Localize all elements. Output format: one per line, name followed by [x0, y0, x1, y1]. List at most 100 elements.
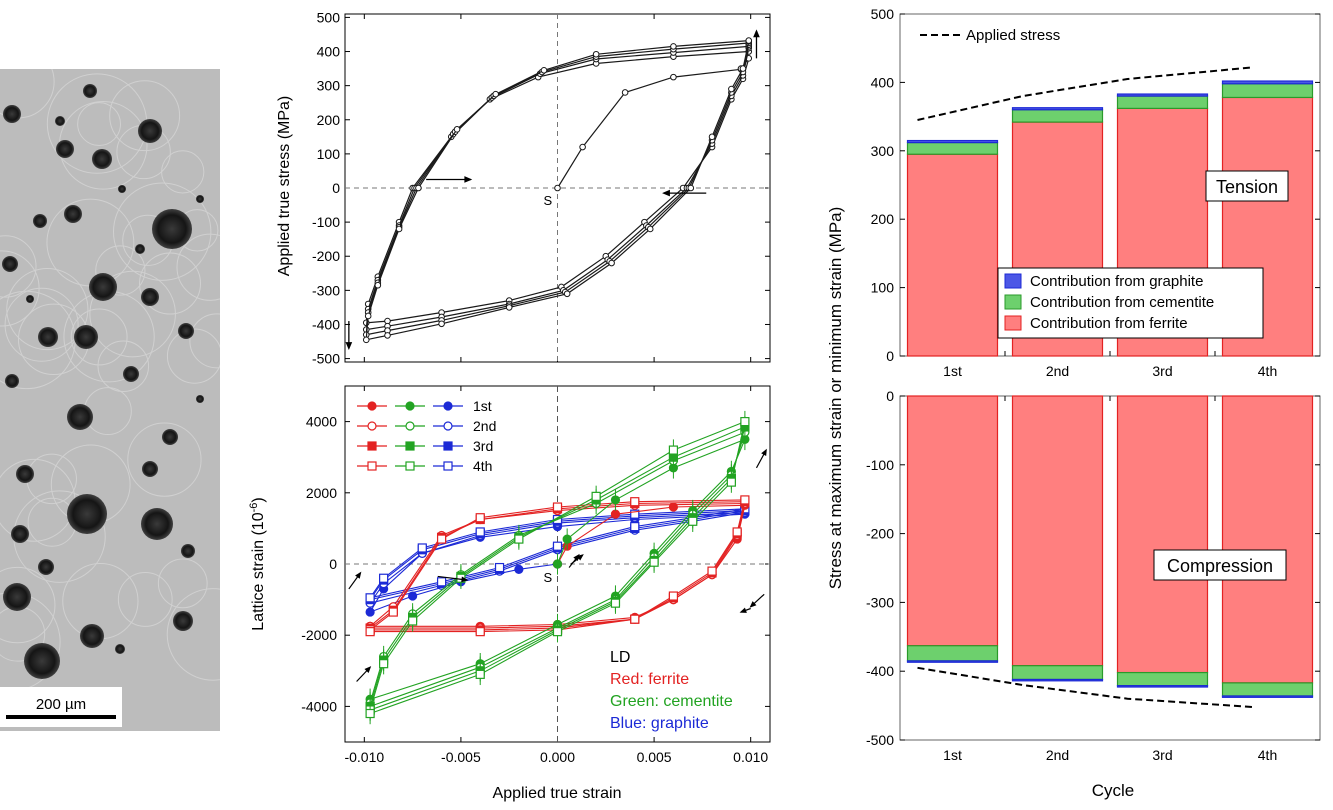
lattice-point	[649, 557, 659, 567]
graphite-nodule	[38, 559, 54, 575]
tension-label-box	[1205, 170, 1289, 202]
bars-svg: Stress at maximum strain or minimum stra…	[826, 6, 1321, 800]
lattice-point	[514, 534, 524, 544]
hysteresis-point	[415, 184, 422, 192]
legend-marker	[367, 401, 377, 411]
hysteresis-point	[453, 126, 461, 133]
grain-boundary	[70, 308, 128, 366]
lattice-point	[494, 562, 505, 573]
micrograph-matrix	[0, 69, 220, 731]
lattice-point	[408, 591, 418, 601]
direction-arrow-head	[761, 448, 767, 457]
bars-legend-box	[997, 267, 1264, 339]
hysteresis-point	[608, 259, 615, 267]
graphite-nodule	[178, 323, 194, 339]
tension-xtick-label: 3rd	[1152, 363, 1172, 379]
compression-applied-stress-line	[917, 666, 1253, 708]
lattice-point	[365, 627, 375, 637]
hysteresis-ytick-label: 100	[317, 146, 341, 162]
lattice-point	[726, 477, 736, 487]
lattice-point	[388, 607, 398, 617]
graphite-nodule	[80, 624, 104, 648]
lattice-xtick-label: -0.010	[344, 749, 384, 765]
graphite-nodule	[11, 525, 29, 543]
graphite-nodule	[141, 288, 159, 306]
hysteresis-point	[646, 225, 654, 233]
graphite-nodule	[196, 395, 204, 403]
micrograph: 200 µm	[0, 45, 260, 731]
lattice-point	[365, 593, 375, 603]
graphite-nodule	[173, 611, 193, 631]
hysteresis-point	[592, 50, 600, 58]
tension-bar-segment	[1221, 83, 1314, 99]
lattice-point	[562, 534, 572, 544]
lattice-point	[610, 495, 621, 505]
hysteresis-point	[438, 320, 445, 328]
legend-marker	[367, 441, 377, 451]
hysteresis-series-line	[365, 40, 750, 341]
grain-boundary	[0, 566, 56, 644]
lattice-ytick-label: 0	[329, 556, 337, 572]
tension-ytick-label: 400	[871, 74, 895, 90]
hysteresis-ytick-label: 300	[317, 78, 341, 94]
phase-key-label: Green: cementite	[610, 693, 733, 710]
lattice-point	[379, 659, 389, 669]
hysteresis-plot: Applied true stress (MPa) -500 -400 -300 -2…	[245, 0, 805, 380]
tension-applied-stress-line	[917, 66, 1253, 121]
graphite-nodule	[24, 643, 60, 679]
lattice-ytick-label: -4000	[301, 698, 337, 714]
tension-ytick-label: 500	[871, 6, 895, 22]
direction-arrow-head	[749, 601, 757, 608]
lattice-ytick-label: 4000	[306, 414, 337, 430]
grain-boundary	[161, 150, 205, 194]
hysteresis-point	[708, 133, 716, 141]
hysteresis-ylabel: Applied true stress (MPa)	[276, 96, 293, 277]
bars-legend-swatch	[1004, 273, 1022, 289]
legend-marker	[443, 441, 453, 451]
legend-marker	[405, 401, 415, 411]
grain-boundary	[157, 558, 208, 609]
graphite-nodule	[123, 366, 139, 382]
grain-boundary	[4, 287, 79, 362]
tension-bar-segment	[906, 139, 999, 144]
tension-bar-segment	[1221, 80, 1314, 85]
compression-bar-segment	[906, 395, 999, 647]
hysteresis-ytick-label: 500	[317, 9, 341, 25]
compression-bar-segment	[1116, 395, 1209, 674]
legend-marker	[405, 461, 415, 471]
lattice-point	[740, 495, 750, 505]
hysteresis-ytick-label: 0	[332, 180, 340, 196]
grain-boundary	[77, 102, 122, 146]
graphite-nodule	[67, 404, 93, 430]
graphite-nodule	[89, 273, 117, 301]
graphite-nodule	[162, 429, 178, 445]
direction-arrow-head	[345, 342, 353, 351]
hysteresis-point	[621, 89, 629, 96]
hysteresis-point	[374, 281, 382, 289]
direction-arrow-head	[364, 666, 372, 673]
hysteresis-point	[362, 336, 370, 344]
lattice-point	[630, 497, 640, 507]
graphite-nodule	[26, 295, 34, 303]
hysteresis-start-label: S	[544, 193, 553, 208]
tension-bar-segment	[1011, 109, 1104, 123]
bars-xlabel: Cycle	[1092, 781, 1135, 800]
lattice-point	[552, 627, 563, 637]
lattice-point	[740, 416, 750, 427]
grain-boundary	[112, 182, 212, 281]
graphite-nodule	[33, 214, 47, 228]
hysteresis-point	[728, 85, 735, 93]
legend-marker	[405, 441, 415, 451]
tension-xtick-label: 1st	[943, 363, 962, 379]
lattice-xtick-label: -0.005	[441, 749, 481, 765]
lattice-xtick-label: 0.000	[540, 749, 575, 765]
lattice-point	[610, 598, 621, 608]
graphite-nodule	[138, 119, 162, 143]
graphite-nodule	[16, 465, 34, 483]
tension-label: Tension	[1216, 177, 1278, 197]
graphite-nodule	[83, 84, 97, 98]
hysteresis-ytick-label: -100	[312, 214, 340, 230]
graphite-nodule	[55, 116, 65, 126]
compression-ytick-label: 0	[886, 388, 894, 404]
lattice-point	[436, 534, 447, 544]
